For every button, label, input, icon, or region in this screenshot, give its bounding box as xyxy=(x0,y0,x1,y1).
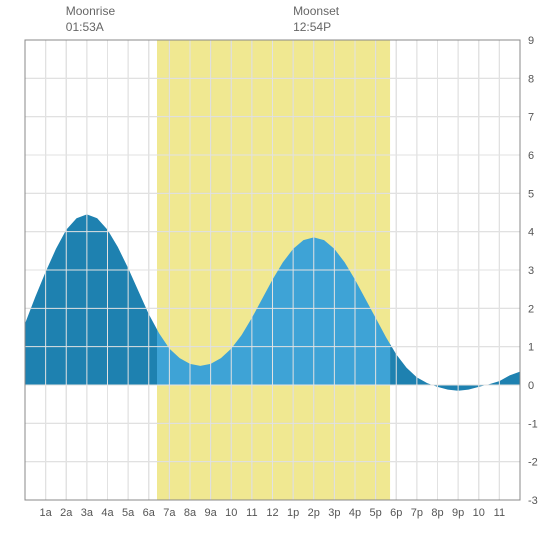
moonset-title: Moonset xyxy=(293,4,339,20)
svg-text:3a: 3a xyxy=(81,507,94,519)
svg-text:-1: -1 xyxy=(528,418,538,430)
svg-text:9: 9 xyxy=(528,35,534,47)
svg-text:-3: -3 xyxy=(528,495,538,507)
moonrise-time: 01:53A xyxy=(66,20,115,36)
svg-text:7p: 7p xyxy=(411,507,423,519)
svg-text:4a: 4a xyxy=(101,507,114,519)
tide-chart: Moonrise 01:53A Moonset 12:54P -3-2-1012… xyxy=(0,0,550,550)
svg-text:3p: 3p xyxy=(328,507,340,519)
svg-text:5p: 5p xyxy=(370,507,382,519)
svg-text:6: 6 xyxy=(528,150,534,162)
svg-text:6a: 6a xyxy=(143,507,156,519)
svg-text:4p: 4p xyxy=(349,507,361,519)
chart-svg: -3-2-101234567891a2a3a4a5a6a7a8a9a101112… xyxy=(0,0,550,550)
svg-text:1: 1 xyxy=(528,342,534,354)
svg-text:2p: 2p xyxy=(308,507,320,519)
svg-text:5: 5 xyxy=(528,188,534,200)
svg-text:7: 7 xyxy=(528,112,534,124)
svg-text:8p: 8p xyxy=(431,507,443,519)
svg-text:1a: 1a xyxy=(40,507,53,519)
svg-text:8a: 8a xyxy=(184,507,197,519)
svg-text:3: 3 xyxy=(528,265,534,277)
svg-text:2a: 2a xyxy=(60,507,73,519)
svg-text:4: 4 xyxy=(528,227,534,239)
svg-text:0: 0 xyxy=(528,380,534,392)
svg-text:8: 8 xyxy=(528,73,534,85)
moonset-time: 12:54P xyxy=(293,20,339,36)
svg-text:9p: 9p xyxy=(452,507,464,519)
svg-text:2: 2 xyxy=(528,303,534,315)
svg-text:10: 10 xyxy=(473,507,485,519)
svg-text:-2: -2 xyxy=(528,457,538,469)
svg-text:5a: 5a xyxy=(122,507,135,519)
svg-text:10: 10 xyxy=(225,507,237,519)
svg-text:11: 11 xyxy=(246,507,257,519)
svg-text:6p: 6p xyxy=(390,507,402,519)
svg-text:9a: 9a xyxy=(205,507,218,519)
svg-text:11: 11 xyxy=(494,507,505,519)
svg-text:7a: 7a xyxy=(163,507,176,519)
moonset-label: Moonset 12:54P xyxy=(293,4,339,35)
svg-text:12: 12 xyxy=(266,507,278,519)
moonrise-label: Moonrise 01:53A xyxy=(66,4,115,35)
moonrise-title: Moonrise xyxy=(66,4,115,20)
svg-text:1p: 1p xyxy=(287,507,299,519)
